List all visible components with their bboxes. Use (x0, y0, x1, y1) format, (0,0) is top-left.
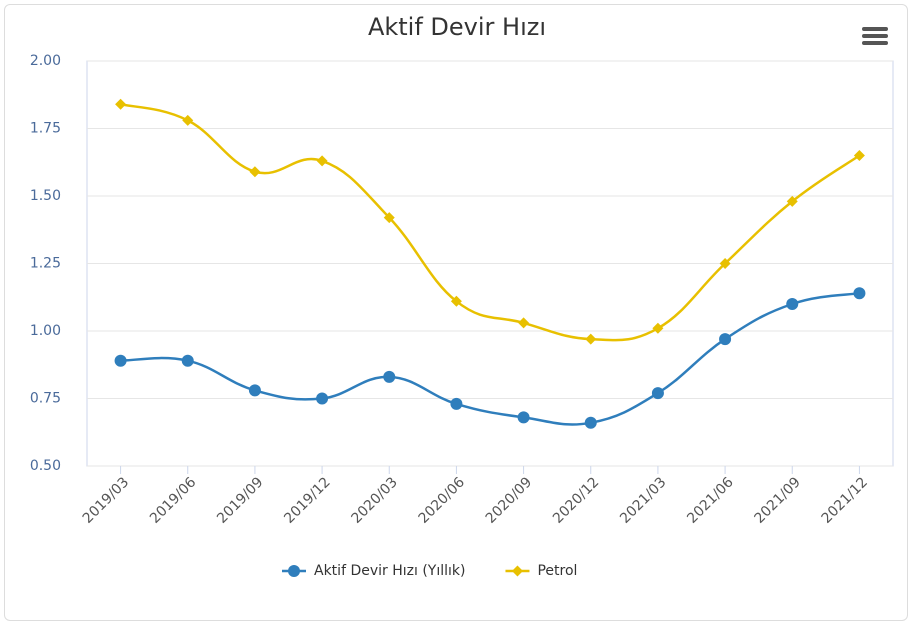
point (249, 166, 261, 178)
point (450, 295, 462, 307)
legend-label: Aktif Devir Hızı (Yıllık) (314, 563, 465, 579)
point (115, 98, 127, 110)
x-tick-label: 2020/06 (416, 474, 469, 527)
legend-marker (511, 565, 523, 577)
point (719, 258, 731, 269)
point (786, 298, 799, 310)
point (853, 150, 865, 161)
x-tick-label: 2019/12 (281, 474, 333, 526)
x-tick-label: 2020/03 (348, 474, 400, 526)
point (181, 354, 194, 367)
y-tick-label: 1.00 (30, 323, 61, 339)
point (585, 333, 597, 345)
y-tick-label: 1.75 (30, 121, 61, 137)
series-line (120, 291, 860, 426)
point (450, 397, 463, 410)
point (316, 392, 329, 405)
point (114, 354, 127, 367)
x-tick-label: 2019/06 (147, 474, 200, 527)
point (651, 387, 664, 400)
y-tick-label: 1.25 (30, 256, 61, 272)
point (786, 195, 798, 207)
point (853, 287, 866, 300)
point (719, 333, 732, 346)
x-tick-label: 2021/06 (684, 474, 737, 527)
point (248, 384, 261, 397)
x-tick-label: 2020/09 (483, 474, 535, 526)
y-tick-label: 0.75 (30, 391, 61, 407)
legend-marker (288, 565, 300, 577)
x-tick-label: 2020/12 (550, 474, 602, 526)
y-tick-label: 2.00 (30, 53, 61, 69)
point (517, 411, 530, 424)
x-tick-label: 2021/09 (751, 474, 803, 526)
point (316, 155, 328, 167)
x-tick-label: 2019/03 (80, 474, 132, 526)
chart-title: Aktif Devir Hızı (368, 13, 546, 41)
menu-bar (862, 27, 888, 31)
menu-bar (862, 34, 888, 38)
legend-label: Petrol (537, 563, 577, 579)
point (584, 416, 597, 429)
point (518, 317, 530, 329)
point (652, 322, 664, 334)
point (182, 114, 194, 126)
chart-card (4, 4, 908, 621)
x-tick-label: 2019/09 (214, 474, 266, 526)
legend-item[interactable]: Aktif Devir Hızı (Yıllık) (282, 563, 465, 579)
y-tick-label: 0.50 (30, 458, 61, 474)
x-tick-label: 2021/12 (819, 474, 871, 526)
point (383, 212, 395, 224)
menu-button[interactable] (860, 24, 890, 48)
menu-bar (862, 41, 888, 45)
point (383, 370, 396, 383)
y-tick-label: 1.50 (30, 188, 61, 204)
series-line (120, 102, 861, 342)
x-tick-label: 2021/03 (617, 474, 669, 526)
legend-item[interactable]: Petrol (505, 563, 577, 579)
